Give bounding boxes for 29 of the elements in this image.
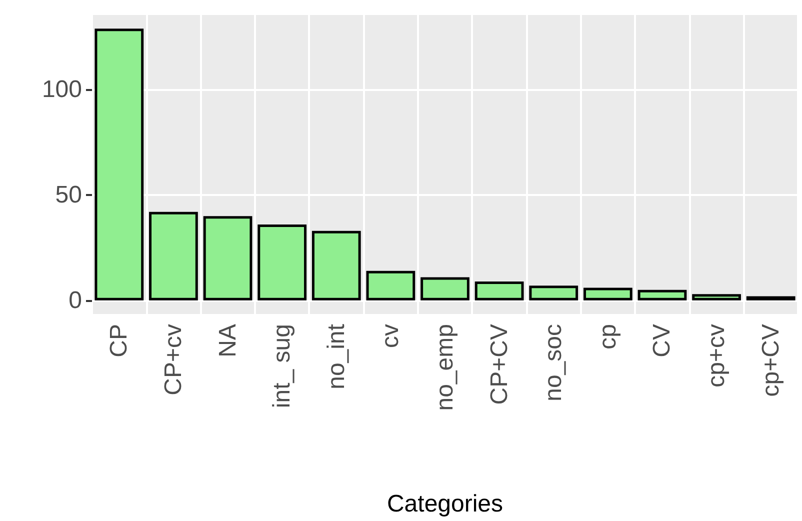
x-tick-label: no_emp bbox=[432, 324, 458, 411]
x-tick-label: cp+CV bbox=[757, 324, 784, 397]
bar bbox=[474, 281, 524, 300]
bar bbox=[312, 230, 361, 300]
x-tick-label: cv bbox=[377, 324, 404, 348]
bar bbox=[94, 28, 144, 300]
x-tick-label: cp+cv bbox=[703, 324, 730, 388]
x-axis-title: Categories bbox=[386, 490, 504, 518]
bar bbox=[529, 286, 578, 300]
bar bbox=[203, 216, 252, 300]
x-tick-label: int_ sug bbox=[268, 324, 296, 408]
bar bbox=[149, 212, 198, 300]
y-tick-label: 50 bbox=[55, 182, 82, 209]
bar bbox=[366, 270, 416, 300]
bar bbox=[638, 290, 687, 300]
x-tick-label: no_soc bbox=[540, 324, 568, 402]
bar bbox=[258, 224, 307, 300]
x-tick-label: CP+cv bbox=[160, 324, 187, 396]
x-tick-label: NA bbox=[214, 324, 242, 358]
x-tick-label: CP+CV bbox=[486, 324, 513, 405]
y-tick-label: 0 bbox=[68, 286, 82, 314]
y-tick-label: 100 bbox=[42, 76, 82, 104]
x-tick-label: CV bbox=[648, 324, 676, 358]
x-tick-label: cp bbox=[594, 324, 622, 350]
x-tick-label: no_int bbox=[322, 324, 350, 390]
bar bbox=[420, 277, 470, 300]
x-tick-label: CP bbox=[106, 324, 133, 358]
bar bbox=[692, 294, 741, 300]
bar bbox=[583, 288, 632, 300]
